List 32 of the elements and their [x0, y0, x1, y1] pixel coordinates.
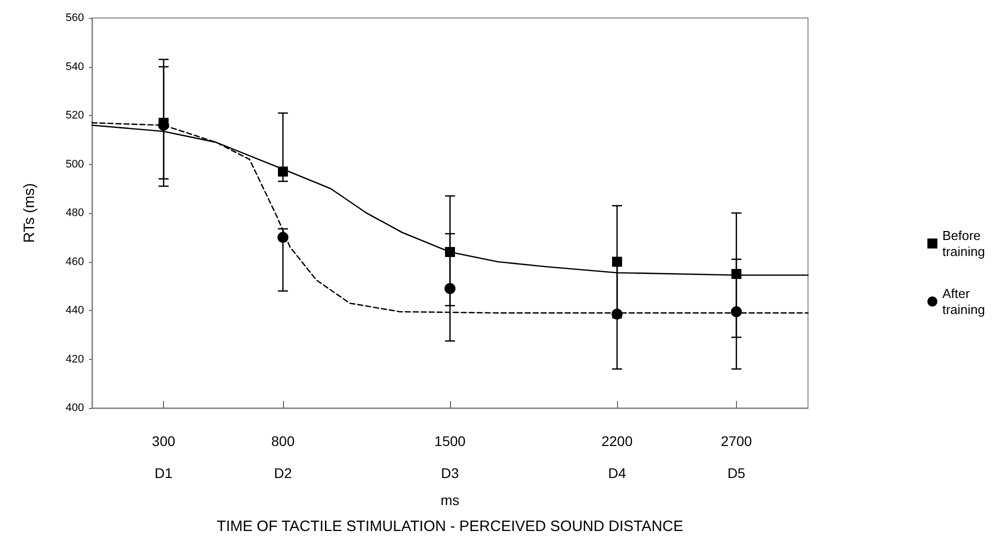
point [445, 247, 455, 257]
x-tick-label: 2200 [601, 433, 633, 449]
point [612, 256, 622, 267]
text: D3 [441, 465, 460, 481]
text: D4 [608, 465, 626, 481]
x-tick-label: 800 [271, 433, 295, 449]
y-axis-title: RTs (ms) [21, 183, 38, 243]
x-tick-label: 2700 [720, 433, 752, 449]
text: TIME OF TACTILE STIMULATION - PERCEIVED SOUND DISTANCE [216, 518, 684, 535]
point [277, 232, 288, 243]
y-tick-label: 520 [66, 110, 84, 122]
y-tick-label: 460 [66, 256, 84, 268]
y-tick-label: 540 [66, 60, 84, 73]
y-tick-label: 440 [66, 304, 84, 316]
text: D2 [274, 465, 292, 481]
legend-label: After training [942, 286, 986, 317]
x-tick-label: 300 [152, 433, 176, 449]
text: D5 [727, 465, 746, 481]
point [278, 166, 288, 177]
y-tick-label: 400 [66, 402, 84, 414]
legend-label: Before training [942, 228, 986, 259]
point [612, 308, 623, 320]
point [731, 268, 742, 279]
text: D1 [154, 465, 173, 481]
point [730, 306, 742, 318]
y-tick-label: 480 [66, 207, 84, 219]
x-tick-label: 1500 [434, 433, 466, 449]
y-tick-label: 560 [66, 12, 84, 24]
y-tick-label: 500 [66, 158, 84, 170]
y-tick-label: 420 [66, 353, 84, 366]
point [444, 283, 456, 294]
x-axis-title: ms [440, 492, 460, 508]
